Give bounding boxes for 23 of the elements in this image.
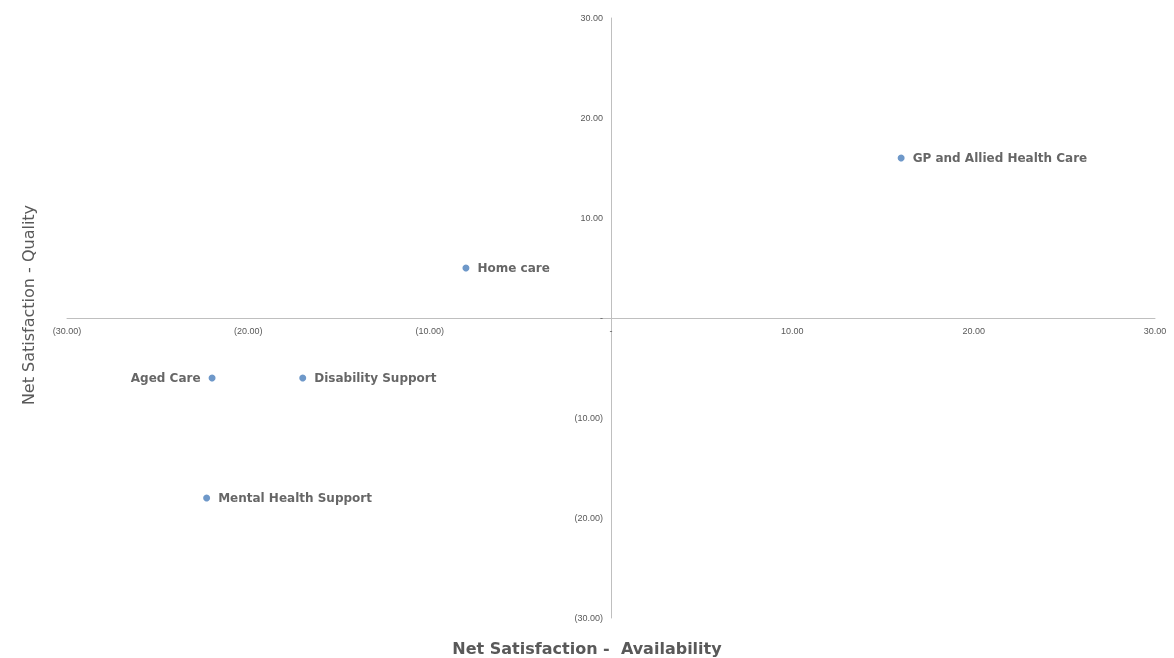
series-label: Mental Health Support (218, 491, 373, 505)
y-tick-label: 30.00 (580, 13, 603, 23)
series-label: GP and Allied Health Care (912, 151, 1088, 165)
x-tick-label: (30.00) (52, 325, 82, 336)
y-axis-title: Net Satisfaction - Quality (18, 204, 38, 406)
y-tick-label: 20.00 (580, 113, 603, 123)
x-tick-label: (10.00) (415, 325, 444, 336)
x-tick-label: - (609, 325, 613, 336)
x-tick-label: 30.00 (1143, 325, 1167, 336)
x-tick-label: (20.00) (234, 325, 263, 336)
y-tick-label: - (600, 313, 603, 323)
x-tick-label: 10.00 (781, 325, 804, 336)
series-label: Disability Support (314, 371, 437, 385)
y-tick-label: (30.00) (574, 613, 603, 623)
series-label: Home care (477, 261, 550, 275)
y-tick-label: (20.00) (574, 513, 603, 523)
series-label: Aged Care (130, 371, 201, 385)
y-tick-label: (10.00) (574, 413, 603, 423)
point (299, 374, 307, 382)
x-axis-title: Net Satisfaction - Availability (452, 638, 723, 658)
point (203, 494, 211, 502)
x-tick-label: 20.00 (962, 325, 985, 336)
y-tick-label: 10.00 (580, 213, 603, 223)
